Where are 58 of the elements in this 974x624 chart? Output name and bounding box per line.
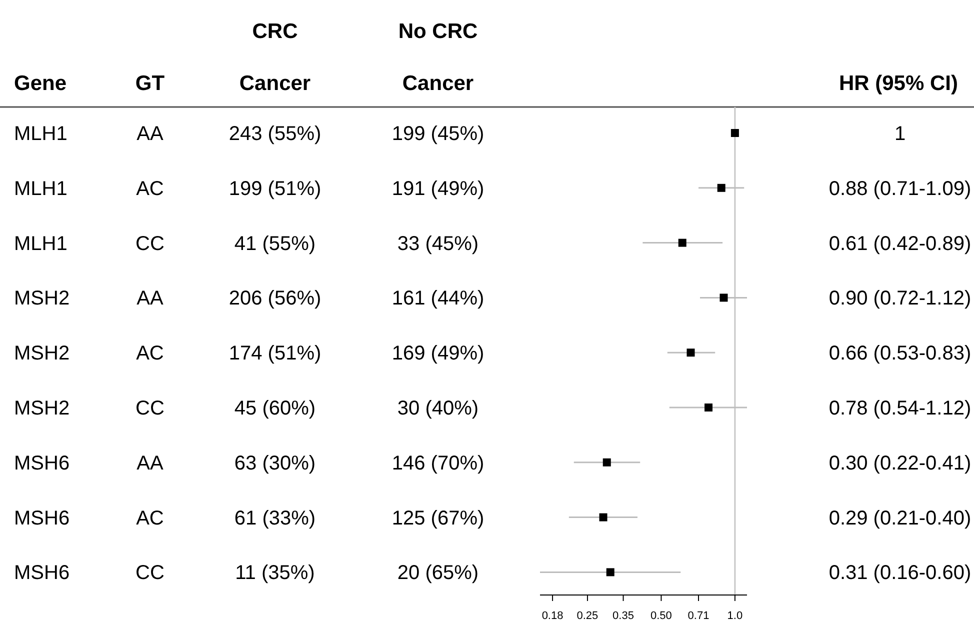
x-tick-label: 0.18	[542, 610, 564, 622]
text: MSH6	[14, 452, 70, 474]
text: 169 (49%)	[392, 342, 484, 365]
text: 0.61 (0.42-0.89)	[828, 232, 972, 255]
text: Cancer	[239, 72, 311, 95]
x-tick-label: 0.71	[688, 610, 710, 622]
text: AC	[136, 178, 164, 200]
x-tick-label: 0.25	[576, 610, 598, 622]
x-tick-label: 0.35	[612, 610, 634, 622]
text: 0.31 (0.16-0.60)	[828, 562, 972, 584]
text: MLH1	[14, 232, 68, 255]
text: 20 (65%)	[397, 562, 479, 584]
text: 0.29 (0.21-0.40)	[828, 507, 972, 530]
text: Gene	[14, 72, 67, 95]
text: 174 (51%)	[228, 342, 322, 365]
text: CC	[136, 562, 164, 584]
text: 33 (45%)	[397, 232, 479, 255]
text: AA	[136, 288, 164, 310]
text: 0.30 (0.22-0.41)	[828, 452, 972, 474]
text: HR (95% CI)	[838, 72, 958, 95]
text: CC	[136, 232, 164, 255]
text: 1	[894, 123, 906, 145]
text: 0.90 (0.72-1.12)	[828, 288, 972, 310]
text: 206 (56%)	[228, 288, 322, 310]
text: 199 (51%)	[228, 178, 322, 200]
text: 0.66 (0.53-0.83)	[828, 342, 972, 365]
text: MLH1	[14, 123, 68, 145]
text: GT	[135, 72, 165, 95]
text: Cancer	[402, 72, 474, 95]
text: 243 (55%)	[228, 123, 322, 145]
text: 41 (55%)	[234, 232, 316, 255]
text: AC	[136, 342, 164, 365]
text: No CRC	[398, 20, 478, 43]
text: MSH2	[14, 288, 70, 310]
text: 0.88 (0.71-1.09)	[828, 178, 972, 200]
text: MSH2	[14, 398, 70, 420]
x-tick-label: 1.0	[727, 610, 743, 622]
text: 199 (45%)	[392, 123, 484, 145]
text: CRC	[252, 20, 298, 43]
text: 125 (67%)	[392, 507, 484, 530]
text: 161 (44%)	[392, 288, 484, 310]
text: AC	[136, 507, 164, 530]
text: CC	[136, 398, 164, 420]
text: 61 (33%)	[234, 507, 316, 530]
text: 11 (35%)	[235, 562, 315, 584]
text: 0.78 (0.54-1.12)	[828, 398, 972, 420]
text: 63 (30%)	[234, 452, 316, 474]
text: 45 (60%)	[234, 398, 316, 420]
text: 30 (40%)	[397, 398, 479, 420]
x-tick-label: 0.50	[650, 610, 672, 622]
text: 191 (49%)	[392, 178, 484, 200]
text: 146 (70%)	[392, 452, 484, 474]
text: MSH2	[14, 342, 70, 365]
text: AA	[136, 123, 164, 145]
text: AA	[136, 452, 164, 474]
text: MLH1	[14, 178, 68, 200]
text: MSH6	[14, 507, 70, 530]
text: MSH6	[14, 562, 70, 584]
